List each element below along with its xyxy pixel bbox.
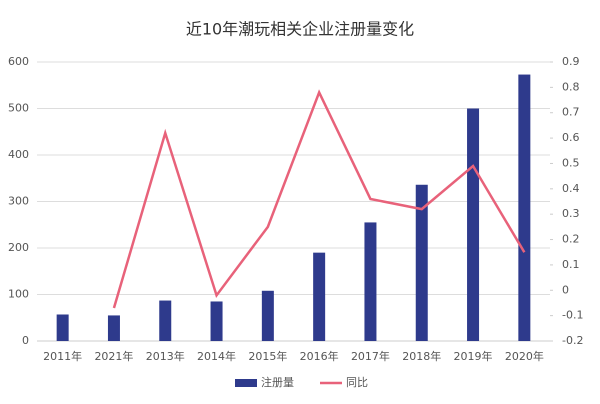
bar [159, 300, 172, 341]
y2-tick-label: 0 [562, 283, 569, 296]
y-tick-label: 200 [8, 241, 29, 254]
x-tick-label: 2016年 [300, 349, 339, 363]
bar [56, 314, 69, 341]
y2-tick-label: 0.8 [562, 80, 580, 93]
bar [210, 301, 223, 341]
y2-tick-label: 0.9 [562, 55, 580, 68]
legend-label: 同比 [346, 376, 368, 389]
bar [107, 315, 120, 341]
bar [415, 184, 428, 341]
legend-swatch [235, 379, 257, 387]
y2-tick-label: -0.2 [562, 334, 583, 347]
y2-tick-label: 0.3 [562, 207, 580, 220]
y-tick-label: 100 [8, 288, 29, 301]
x-tick-label: 2017年 [351, 349, 390, 363]
x-tick-label: 2014年 [197, 349, 236, 363]
bar [261, 290, 274, 341]
x-tick-label: 2013年 [146, 349, 185, 363]
y2-tick-label: 0.1 [562, 258, 580, 271]
x-tick-label: 2021年 [94, 349, 133, 363]
y2-tick-label: 0.7 [562, 106, 580, 119]
y2-tick-label: 0.2 [562, 233, 580, 246]
bar [313, 252, 326, 341]
chart-title: 近10年潮玩相关企业注册量变化 [186, 20, 414, 39]
bar [467, 108, 480, 341]
y-tick-label: 500 [8, 102, 29, 115]
x-tick-label: 2011年 [43, 349, 82, 363]
y2-tick-label: 0.6 [562, 131, 580, 144]
x-tick-label: 2019年 [454, 349, 493, 363]
x-tick-label: 2020年 [505, 349, 544, 363]
y-tick-label: 600 [8, 55, 29, 68]
bar [364, 222, 377, 341]
x-tick-label: 2018年 [402, 349, 441, 363]
y2-tick-label: -0.1 [562, 309, 583, 322]
y2-tick-label: 0.5 [562, 156, 580, 169]
y-tick-label: 300 [8, 195, 29, 208]
bar [518, 74, 531, 342]
legend-label: 注册量 [261, 375, 294, 389]
y2-tick-label: 0.4 [562, 182, 580, 195]
line [112, 89, 526, 309]
y-tick-label: 400 [8, 148, 29, 161]
x-tick-label: 2015年 [248, 349, 287, 363]
y-tick-label: 0 [22, 334, 29, 347]
